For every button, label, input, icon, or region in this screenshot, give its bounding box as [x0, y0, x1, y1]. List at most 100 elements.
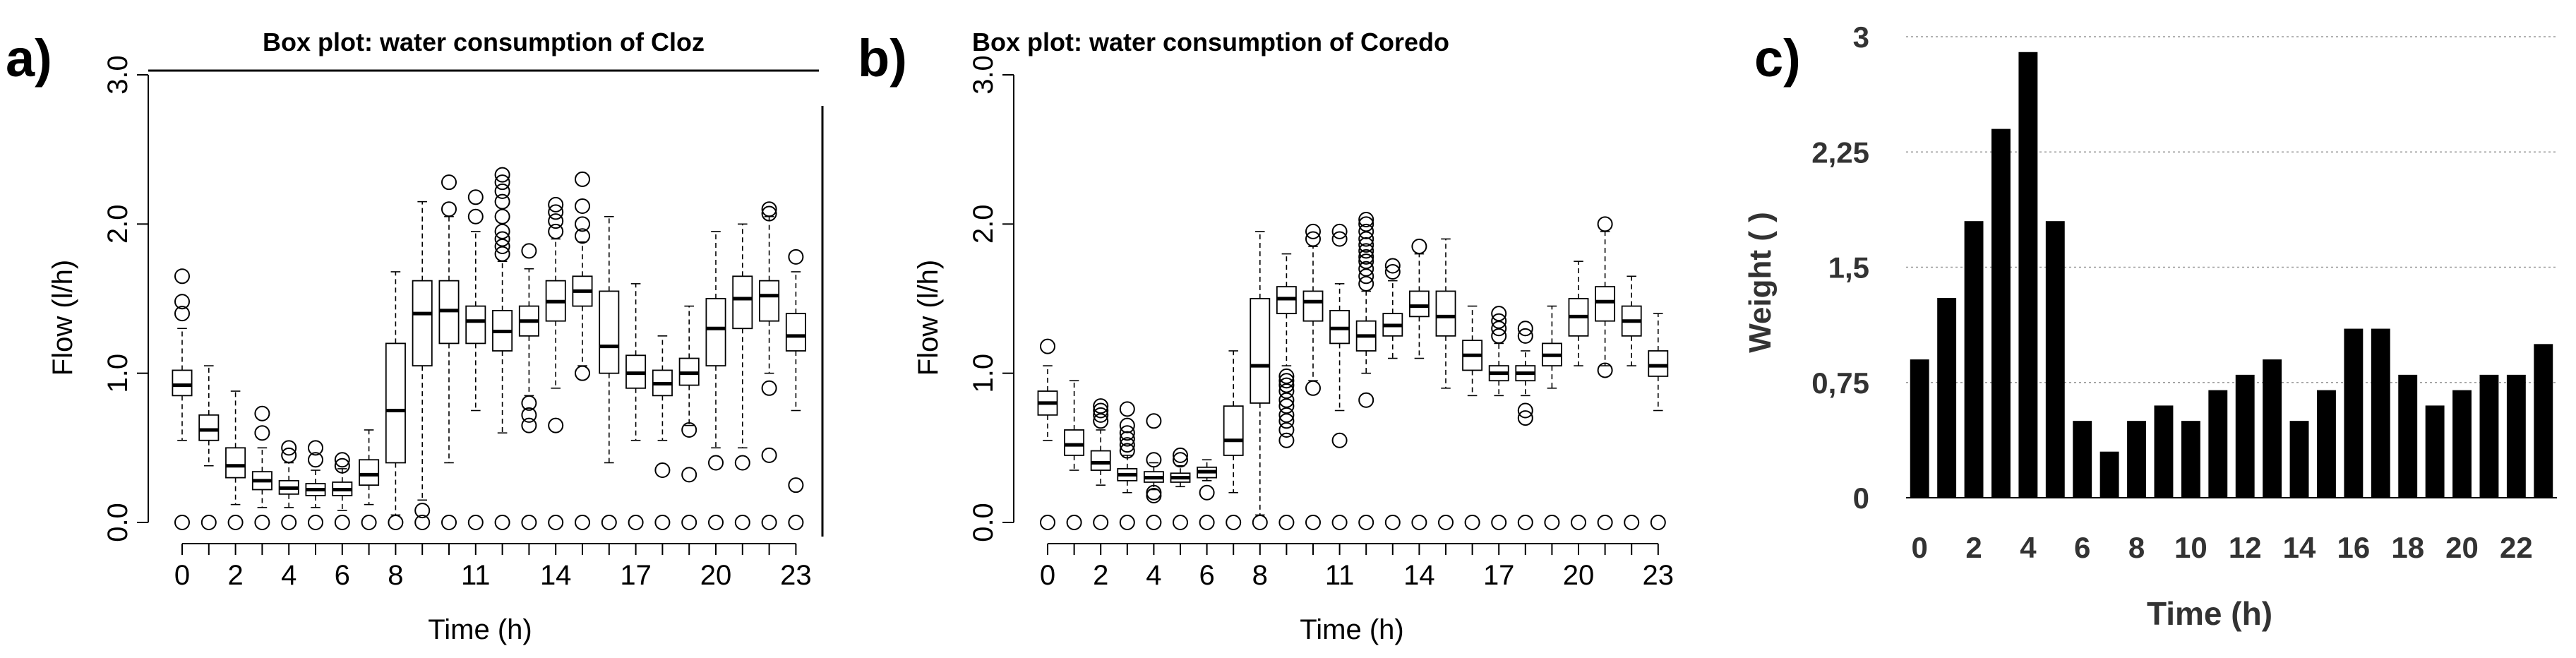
box-outlier — [494, 515, 510, 530]
x-tick-label: 14 — [2283, 531, 2316, 564]
box-outlier — [494, 223, 510, 239]
box-outlier — [1119, 425, 1135, 441]
box-outlier — [1119, 515, 1135, 530]
box-iqr — [599, 290, 620, 374]
box-outlier — [1331, 231, 1348, 247]
bar — [2425, 405, 2445, 498]
y-tick-label: 3.0 — [102, 55, 133, 95]
box-outlier — [1358, 216, 1374, 232]
x-tick-label: 8 — [2128, 531, 2145, 564]
box-outlier — [1278, 432, 1295, 448]
x-tick-label: 20 — [700, 560, 732, 591]
box-outlier — [494, 246, 510, 262]
box-outlier — [575, 171, 590, 187]
box-outlier — [1146, 484, 1162, 501]
box-outlier — [1278, 515, 1295, 530]
box-outlier — [575, 515, 590, 530]
box-outlier — [681, 467, 697, 483]
panel-label-a: a) — [6, 29, 52, 88]
y-tick-label: 3.0 — [968, 55, 999, 95]
box-outlier — [1384, 515, 1401, 530]
box-outlier — [1040, 338, 1055, 354]
box-outlier — [1358, 253, 1374, 270]
box-outlier — [174, 306, 190, 322]
box-outlier — [1491, 328, 1507, 344]
y-tick-label: 2,25 — [1811, 136, 1869, 169]
box-outlier — [1358, 243, 1374, 259]
box-outlier — [1093, 402, 1109, 419]
box-outlier — [1305, 380, 1321, 396]
x-tick-label: 14 — [1403, 560, 1435, 591]
x-tick-label: 0 — [1912, 531, 1928, 564]
y-axis-label: Weight ( ) — [1743, 212, 1778, 353]
y-tick-label: 3 — [1853, 20, 1869, 54]
box-outlier — [1358, 223, 1374, 239]
box-outlier — [1597, 216, 1613, 232]
box-outlier — [467, 208, 484, 225]
bar — [1937, 298, 1957, 498]
box-outlier — [1358, 275, 1374, 292]
boxplot-cloz: Box plot: water consumption of Cloz Flow… — [47, 28, 824, 645]
x-tick-label: 12 — [2229, 531, 2262, 564]
box-outlier — [601, 515, 617, 530]
box-outlier — [761, 201, 777, 217]
box-outlier — [414, 503, 431, 519]
y-tick-label: 0,75 — [1811, 366, 1869, 400]
box-outlier — [200, 515, 217, 530]
box-outlier — [1491, 306, 1507, 322]
box-iqr — [385, 342, 406, 464]
box-outlier — [1517, 328, 1533, 344]
box-outlier — [174, 268, 190, 285]
box-outlier — [467, 515, 484, 530]
box-outlier — [281, 515, 297, 530]
bar — [1991, 128, 2011, 498]
bar — [2317, 390, 2336, 498]
bar — [2127, 421, 2146, 498]
box-outlier — [1199, 515, 1215, 530]
bar — [2452, 390, 2472, 498]
box-outlier — [681, 515, 697, 530]
box-outlier — [494, 183, 510, 199]
x-tick-label: 4 — [281, 560, 296, 591]
box-outlier — [1040, 515, 1055, 530]
box-outlier — [1119, 401, 1135, 417]
y-tick-label: 0 — [1853, 481, 1869, 515]
box-iqr — [1648, 350, 1669, 377]
box-outlier — [1278, 413, 1295, 429]
box-outlier — [1491, 321, 1507, 337]
x-tick-label: 4 — [2020, 531, 2037, 564]
box-outlier — [1331, 223, 1348, 239]
box-outlier — [1278, 392, 1295, 408]
box-outlier — [1384, 263, 1401, 280]
box-outlier — [334, 515, 350, 530]
bar — [2208, 390, 2228, 498]
box-outlier — [1517, 515, 1533, 530]
x-tick-label: 2 — [1965, 531, 1982, 564]
box-outlier — [1173, 447, 1188, 463]
box-outlier — [174, 515, 190, 530]
box-outlier — [548, 196, 564, 213]
box-outlier — [708, 515, 724, 530]
box-outlier — [1278, 407, 1295, 423]
box-outlier — [761, 205, 777, 222]
box-outlier — [281, 440, 297, 456]
box-outlier — [1305, 231, 1321, 247]
box-outlier — [548, 417, 564, 433]
box-outlier — [575, 365, 590, 381]
box-outlier — [1358, 261, 1374, 277]
box-outlier — [654, 462, 671, 479]
box-outlier — [1384, 258, 1401, 274]
box-outlier — [734, 515, 750, 530]
box-outlier — [521, 515, 537, 530]
x-tick-label: 10 — [2174, 531, 2207, 564]
box-outlier — [1491, 515, 1507, 530]
box-outlier — [761, 380, 777, 396]
box-outlier — [1278, 368, 1295, 384]
box-outlier — [1358, 249, 1374, 265]
box-iqr — [412, 280, 433, 367]
box-outlier — [788, 477, 804, 494]
box-iqr — [705, 298, 726, 366]
box-outlier — [308, 452, 323, 468]
box-outlier — [1358, 211, 1374, 227]
